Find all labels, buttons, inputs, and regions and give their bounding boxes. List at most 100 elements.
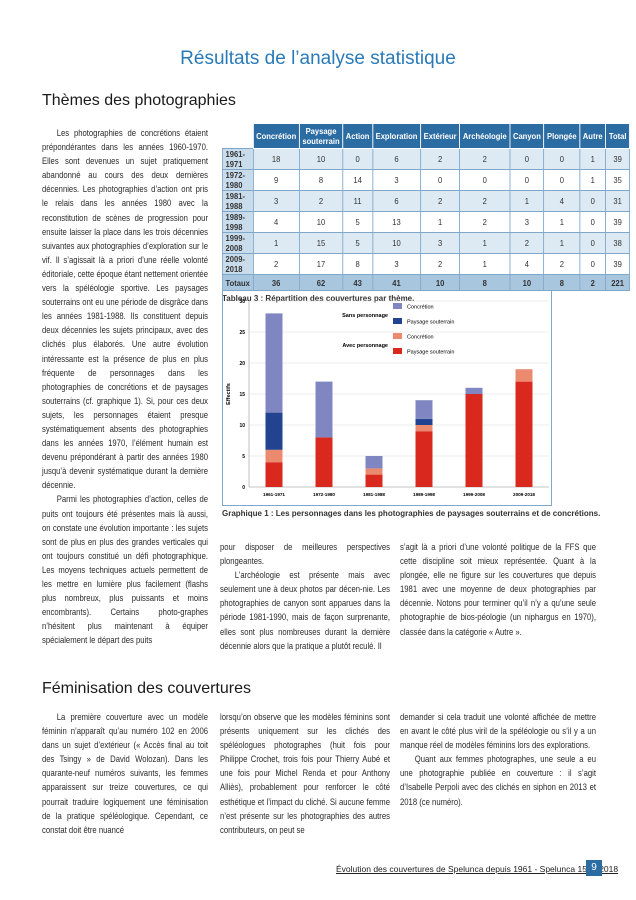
table-cell: 3 bbox=[252, 190, 300, 212]
table-cell: 0 bbox=[509, 169, 545, 191]
table-cell: 2 bbox=[420, 253, 461, 275]
bar-segment bbox=[415, 425, 433, 432]
column-text: demander si cela traduit une volonté aff… bbox=[400, 710, 596, 809]
total-cell: 36 bbox=[252, 274, 300, 291]
table-cell: 1 bbox=[579, 148, 607, 170]
table-cell: 0 bbox=[509, 148, 545, 170]
table-cell: 6 bbox=[372, 148, 421, 170]
column-header: Exploration bbox=[372, 123, 421, 149]
row-label: 1981-1988 bbox=[222, 190, 254, 212]
total-cell: 41 bbox=[372, 274, 421, 291]
legend-swatch bbox=[393, 318, 402, 324]
page-title: Résultats de l’analyse statistique bbox=[180, 48, 456, 69]
total-cell: 2 bbox=[579, 274, 607, 291]
totals-row: Totaux 36 62 43 41 10 8 10 8 2 221 bbox=[222, 274, 630, 291]
table-cell: 5 bbox=[342, 232, 373, 254]
table-cell: 11 bbox=[342, 190, 373, 212]
column-header: Plongée bbox=[543, 123, 581, 149]
total-cell: 8 bbox=[543, 274, 581, 291]
section-heading-feminisation: Féminisation des couvertures bbox=[42, 680, 251, 697]
table-cell: 0 bbox=[579, 190, 607, 212]
legend-group-label: Avec personnage bbox=[342, 343, 388, 349]
table-cell: 3 bbox=[509, 211, 545, 233]
table-row: 1981-1988 3 2 11 6 2 2 1 4 0 31 bbox=[222, 190, 630, 212]
text-column-6: demander si cela traduit une volonté aff… bbox=[400, 710, 596, 809]
page-number: 9 bbox=[586, 860, 602, 876]
total-cell: 43 bbox=[342, 274, 373, 291]
bar-segment bbox=[415, 431, 433, 487]
text-column-2: pour disposer de meilleures perspectives… bbox=[220, 540, 390, 653]
table-cell: 2 bbox=[298, 190, 344, 212]
column-text: s’agit là a priori d’une volonté politiq… bbox=[400, 540, 596, 639]
column-header: Concrétion bbox=[252, 123, 300, 149]
y-tick-label: 30 bbox=[239, 299, 245, 305]
paragraph: demander si cela traduit une volonté aff… bbox=[400, 711, 596, 751]
table-cell: 2 bbox=[459, 211, 511, 233]
table-cell: 2 bbox=[252, 253, 300, 275]
table-cell: 0 bbox=[342, 148, 373, 170]
column-header: Canyon bbox=[509, 123, 545, 149]
bar-segment bbox=[315, 381, 333, 438]
total-cell: 10 bbox=[509, 274, 545, 291]
table-cell: 2 bbox=[459, 190, 511, 212]
table-cell: 1 bbox=[543, 211, 581, 233]
table-cell: 31 bbox=[605, 190, 630, 212]
total-cell: 62 bbox=[298, 274, 344, 291]
table-cell: 2 bbox=[543, 253, 581, 275]
bar-segment bbox=[465, 394, 483, 487]
table-row: 1989-1998 4 10 5 13 1 2 3 1 0 39 bbox=[222, 211, 630, 233]
table-cell: 3 bbox=[372, 253, 421, 275]
table-cell: 1 bbox=[579, 169, 607, 191]
total-cell: 10 bbox=[420, 274, 461, 291]
table-row: 1972-1980 9 8 14 3 0 0 0 0 1 35 bbox=[222, 169, 630, 191]
column-text: Les photographies de concrétions étaient… bbox=[42, 126, 208, 647]
column-header: Autre bbox=[579, 123, 607, 149]
row-label: 2009-2018 bbox=[222, 253, 254, 275]
table-cell: 2 bbox=[509, 232, 545, 254]
paragraph: pour disposer de meilleures perspectives… bbox=[220, 541, 390, 567]
y-tick-label: 0 bbox=[242, 485, 245, 491]
x-tick-label: 1999-2008 bbox=[463, 492, 485, 497]
table-cell: 6 bbox=[372, 190, 421, 212]
text-column-1: Les photographies de concrétions étaient… bbox=[42, 126, 208, 647]
legend-group-label: Sans personnage bbox=[342, 313, 388, 319]
table-cell: 1 bbox=[543, 232, 581, 254]
table-cell: 38 bbox=[605, 232, 630, 254]
column-text: La première couverture avec un modèle fé… bbox=[42, 710, 208, 837]
table-cell: 8 bbox=[342, 253, 373, 275]
x-tick-label: 1989-1998 bbox=[413, 492, 435, 497]
legend-label: Paysage souterrain bbox=[407, 320, 454, 326]
paragraph: Les photographies de concrétions étaient… bbox=[42, 127, 208, 491]
table-cell: 15 bbox=[298, 232, 344, 254]
chart-frame: 0 5 10 15 20 25 30 Effectifs 1961-1971 1972-1980 1… bbox=[222, 290, 552, 506]
table-cell: 5 bbox=[342, 211, 373, 233]
bar-segment bbox=[265, 449, 283, 463]
table-cell: 0 bbox=[579, 232, 607, 254]
table-cell: 1 bbox=[459, 253, 511, 275]
legend-label: Concrétion bbox=[407, 335, 434, 341]
bar-segment bbox=[415, 400, 433, 419]
paragraph: lorsqu’on observe que les modèles fémini… bbox=[220, 711, 390, 835]
table-cell: 4 bbox=[252, 211, 300, 233]
x-tick-label: 1972-1980 bbox=[313, 492, 335, 497]
column-header: Total bbox=[605, 123, 630, 149]
column-text: pour disposer de meilleures perspectives… bbox=[220, 540, 390, 653]
table-cell: 18 bbox=[252, 148, 300, 170]
table-cell: 1 bbox=[459, 232, 511, 254]
table-row: 1961-1971 18 10 0 6 2 2 0 0 1 39 bbox=[222, 148, 630, 170]
table-cell: 1 bbox=[420, 211, 461, 233]
table-row: 1999-2008 1 15 5 10 3 1 2 1 0 38 bbox=[222, 232, 630, 254]
column-header: Action bbox=[342, 123, 373, 149]
paragraph: L’archéologie est présente mais avec seu… bbox=[220, 569, 390, 651]
legend-swatch bbox=[393, 348, 402, 354]
row-label: 1999-2008 bbox=[222, 232, 254, 254]
y-tick-label: 5 bbox=[242, 454, 245, 460]
table-cell: 2 bbox=[420, 190, 461, 212]
column-text: lorsqu’on observe que les modèles fémini… bbox=[220, 710, 390, 837]
legend-swatch bbox=[393, 333, 402, 339]
table-cell: 2 bbox=[459, 148, 511, 170]
chart-caption: Graphique 1 : Les personnages dans les p… bbox=[222, 509, 601, 518]
y-tick-label: 15 bbox=[239, 392, 245, 398]
table-cell: 2 bbox=[420, 148, 461, 170]
